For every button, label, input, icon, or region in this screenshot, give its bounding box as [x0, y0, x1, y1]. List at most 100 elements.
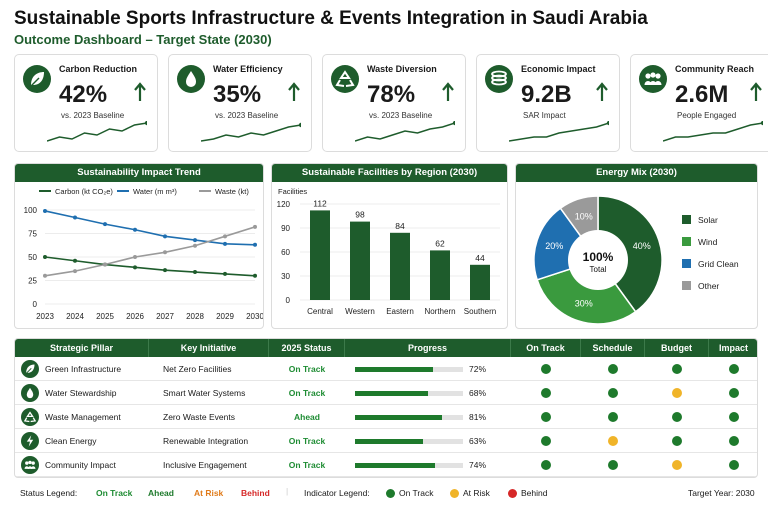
energy-chart: 40% 30% 20% 10% 100%Total Solar Wind Grid Clean… [533, 195, 739, 325]
people-icon [639, 65, 667, 93]
progress-track [355, 415, 463, 420]
kpi-value: 35% [213, 81, 262, 108]
progress-fill [355, 463, 435, 468]
series-point [163, 234, 167, 239]
y-tick-label: 100 [24, 206, 38, 215]
indicator-dot [672, 388, 682, 398]
kpi-card-waste-diversion: Waste Diversion 78% vs. 2023 Baseline [322, 54, 466, 152]
leaf-icon [21, 360, 39, 378]
recycle-icon [21, 408, 39, 426]
legend-divider: | [286, 486, 289, 496]
x-tick-label: Southern [464, 307, 496, 316]
kpi-card-carbon-reduction: Carbon Reduction 42% vs. 2023 Baseline [14, 54, 158, 152]
energy-panel-title: Energy Mix (2030) [516, 164, 757, 182]
bar-western [350, 221, 370, 300]
indicator-dot [541, 460, 551, 470]
page-subtitle: Outcome Dashboard – Target State (2030) [14, 32, 272, 47]
progress-fill [355, 439, 424, 444]
series-point [43, 208, 47, 213]
series-point [103, 262, 107, 267]
table-row: Green Infrastructure Net Zero Facilities O… [15, 357, 757, 381]
legend-label-0: Carbon (kt CO₂e) [55, 187, 113, 196]
legend-label-1: Water (m m³) [133, 187, 177, 196]
indicator-dot [541, 436, 551, 446]
slice-label: 10% [575, 211, 593, 221]
initiative-name: Inclusive Engagement [163, 460, 247, 470]
trend-panel-title: Sustainability Impact Trend [15, 164, 263, 182]
indicator-behind: Behind [521, 488, 548, 498]
indicator-dot [729, 388, 739, 398]
pillar-name: Clean Energy [45, 436, 97, 446]
legend-label-2: Waste (kt) [215, 187, 249, 196]
up-arrow-icon [134, 82, 146, 101]
target-year: Target Year: 2030 [688, 488, 755, 498]
series-point [133, 255, 137, 259]
kpi-card-economic-impact: Economic Impact 9.2B SAR Impact [476, 54, 620, 152]
bar-value-label: 44 [475, 253, 485, 263]
slice-label: 20% [545, 241, 563, 251]
kpi-value: 9.2B [521, 81, 572, 108]
progress-percent: 63% [469, 436, 487, 446]
indicator-dot [541, 412, 551, 422]
initiative-name: Renewable Integration [163, 436, 249, 446]
energy-panel: Energy Mix (2030) 40% 30% 20% 10% 100% Total S… [515, 163, 758, 329]
legend-swatch-0 [682, 215, 691, 224]
facilities-chart: Facilities 0 30 60 90 120 112 Central 98 Western 8… [277, 187, 500, 316]
indicator-dot [541, 364, 551, 374]
series-line-2 [44, 226, 256, 277]
bar-value-label: 62 [435, 238, 445, 248]
kpi-value: 78% [367, 81, 416, 108]
initiative-name: Zero Waste Events [163, 412, 235, 422]
sparkline-path [355, 122, 455, 142]
series-point [193, 238, 197, 243]
indicator-on-track-dot [386, 489, 395, 498]
x-tick-label: 2023 [36, 312, 54, 321]
slice-wind [536, 259, 637, 325]
series-point [253, 224, 257, 229]
indicator-dot [672, 460, 682, 470]
sparkline-end-dot [144, 121, 147, 126]
pillar-table: Strategic Pillar Key Initiative 2025 Statu… [14, 338, 758, 478]
y-axis-label: Facilities [278, 187, 307, 196]
x-tick-label: 2026 [126, 312, 144, 321]
sparkline [47, 121, 147, 142]
table-header: Strategic Pillar Key Initiative 2025 Statu… [15, 339, 757, 357]
kpi-subtext: SAR Impact [523, 111, 566, 120]
x-tick-label: 2025 [96, 312, 114, 321]
kpi-subtext: People Engaged [677, 111, 737, 120]
pillar-name: Water Stewardship [45, 388, 117, 398]
x-tick-label: 2028 [186, 312, 204, 321]
y-tick-label: 120 [277, 200, 291, 209]
sparkline [201, 122, 301, 142]
sparkline [509, 121, 609, 142]
legend-bar: Status Legend: On Track Ahead At Risk Be… [14, 484, 758, 502]
bar-southern [470, 264, 490, 300]
series-point [133, 265, 137, 270]
y-tick-label: 50 [28, 253, 37, 262]
trend-panel: Sustainability Impact Trend Carbon (kt C… [14, 163, 264, 329]
column-header: Key Initiative [149, 339, 269, 357]
indicator-at-risk-dot [450, 489, 459, 498]
up-arrow-icon [750, 82, 762, 101]
progress-fill [355, 391, 429, 396]
column-header: Strategic Pillar [15, 339, 149, 357]
indicator-dot [608, 388, 618, 398]
page-title: Sustainable Sports Infrastructure & Even… [14, 8, 648, 29]
series-point [193, 270, 197, 275]
series-line-1 [44, 210, 256, 246]
series-point [253, 273, 257, 278]
indicator-on-track: On Track [399, 488, 434, 498]
initiative-name: Net Zero Facilities [163, 364, 232, 374]
kpi-label: Waste Diversion [367, 64, 437, 74]
x-tick-label: 2029 [216, 312, 234, 321]
kpi-value: 42% [59, 81, 108, 108]
recycle-icon [331, 65, 359, 93]
sparkline-path [201, 124, 301, 142]
progress-fill [355, 415, 443, 420]
x-tick-label: 2024 [66, 312, 84, 321]
x-tick-label: Central [307, 307, 333, 316]
sparkline-end-dot [760, 121, 763, 126]
indicator-dot [608, 412, 618, 422]
status-badge: On Track [288, 364, 326, 374]
sparkline-path [47, 122, 147, 142]
